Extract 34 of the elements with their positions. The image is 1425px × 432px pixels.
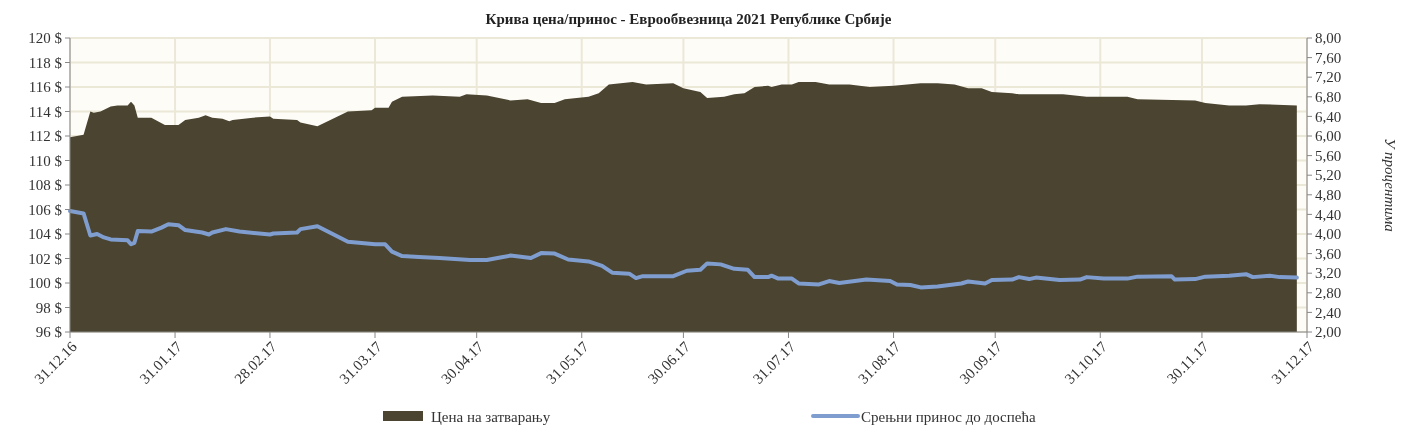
y2-tick-label: 6,00 (1315, 128, 1342, 145)
y-tick-label: 116 $ (28, 79, 63, 96)
y-tick-label: 118 $ (28, 54, 63, 71)
y-tick-label: 114 $ (28, 103, 63, 120)
y2-tick-label: 3,60 (1315, 245, 1342, 262)
y2-tick-label: 8,00 (1315, 30, 1342, 47)
y-tick-label: 104 $ (28, 226, 63, 243)
y2-tick-label: 5,20 (1315, 167, 1342, 184)
y2-axis-title: У процентима (1382, 138, 1398, 232)
y2-tick-label: 3,20 (1315, 265, 1342, 282)
line-series (68, 208, 1299, 290)
y-tick-label: 102 $ (28, 250, 63, 267)
y2-tick-label: 7,20 (1315, 69, 1342, 86)
y-tick-label: 108 $ (28, 177, 63, 194)
y-tick-label: 98 $ (35, 299, 63, 316)
legend-label: Цена на затварању (431, 409, 551, 425)
y-tick-label: 120 $ (28, 30, 63, 47)
y-tick-label: 112 $ (28, 128, 63, 145)
y2-tick-label: 2,00 (1315, 324, 1342, 341)
y2-tick-label: 7,60 (1315, 49, 1342, 66)
y2-tick-label: 4,80 (1315, 187, 1342, 204)
y2-tick-label: 4,40 (1315, 206, 1342, 223)
y-tick-label: 110 $ (28, 152, 63, 169)
y2-tick-label: 6,80 (1315, 89, 1342, 106)
y-tick-label: 96 $ (35, 324, 63, 341)
y2-tick-label: 4,00 (1315, 226, 1342, 243)
y2-tick-label: 5,60 (1315, 147, 1342, 164)
chart-title: Крива цена/принос - Еврообвезница 2021 Републике Србије (485, 11, 892, 27)
y-tick-label: 100 $ (28, 275, 63, 292)
y2-tick-label: 6,40 (1315, 108, 1342, 125)
legend-label: Срењни принос до доспећа (861, 409, 1036, 425)
y-tick-label: 106 $ (28, 201, 63, 218)
y2-tick-label: 2,40 (1315, 304, 1342, 321)
y2-tick-label: 2,80 (1315, 285, 1342, 302)
